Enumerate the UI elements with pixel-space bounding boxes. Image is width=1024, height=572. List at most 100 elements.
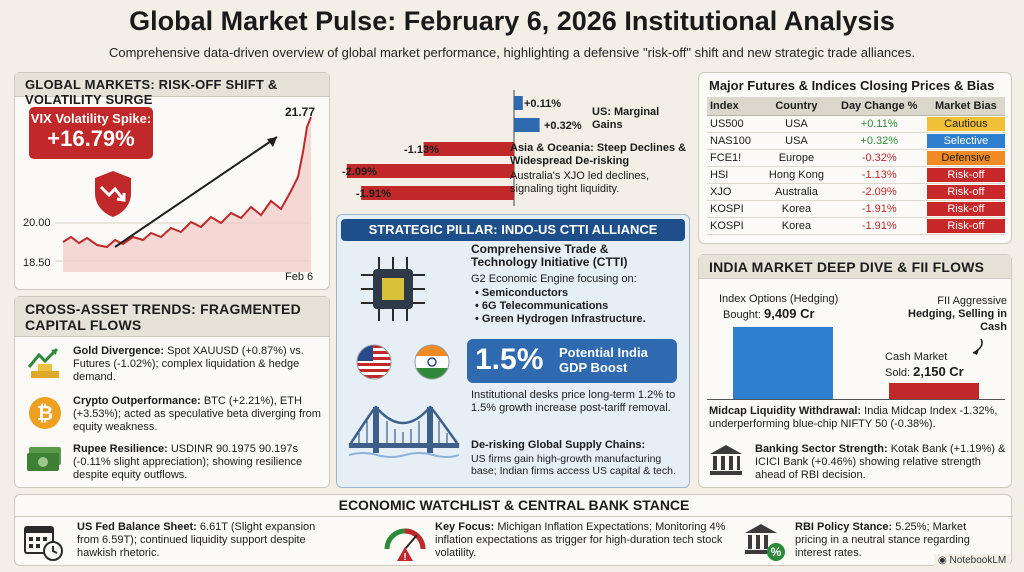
row-country: USA [761, 132, 832, 150]
vix-badge: VIX Volatility Spike: +16.79% [29, 107, 153, 159]
rbi-bank-percent-icon: % [745, 524, 785, 561]
bias-badge: Risk-off [926, 219, 1005, 233]
gdp-boost-pill: 1.5% Potential India GDP Boost [467, 339, 677, 383]
page-title: Global Market Pulse: February 6, 2026 In… [129, 6, 895, 36]
india-heading: INDIA MARKET DEEP DIVE & FII FLOWS [699, 255, 1011, 279]
gdp-label: Potential India GDP Boost [559, 345, 648, 375]
row-change: -0.32% [831, 149, 927, 167]
india-flag-icon [414, 344, 450, 380]
row-index: XJO [707, 183, 762, 201]
global-markets-heading: GLOBAL MARKETS: RISK-OFF SHIFT & VOLATIL… [15, 73, 329, 107]
options-value: 9,409 Cr [763, 306, 815, 321]
cash-bar [889, 382, 979, 399]
futures-header-row: Index Country Day Change % Market Bias [707, 97, 1005, 116]
table-row: KOSPI Korea -1.91% Risk-off [707, 217, 1005, 235]
brand-icon: ◉ [938, 555, 947, 566]
row-change: +0.32% [831, 132, 927, 150]
page-subtitle: Comprehensive data-driven overview of gl… [108, 45, 915, 60]
focus-item-2: • Green Hydrogen Infrastructure. [475, 313, 646, 325]
regional-bar-0 [514, 96, 523, 110]
bar-label-4: -1.91% [356, 188, 391, 200]
row-change: -1.91% [831, 217, 927, 235]
regional-bar-2 [423, 142, 514, 156]
cross-asset-panel: CROSS-ASSET TRENDS: FRAGMENTED CAPITAL F… [14, 296, 330, 488]
vix-line-chart [55, 116, 312, 272]
vix-value: +16.79% [47, 126, 135, 151]
midcap-item: Midcap Liquidity Withdrawal: India Midca… [709, 405, 1005, 431]
row-index: KOSPI [707, 217, 762, 235]
supply-title: De-risking Global Supply Chains: [471, 439, 646, 451]
bias-badge: Selective [926, 134, 1005, 148]
row-country: USA [761, 115, 832, 133]
bar-label-0: +0.11% [524, 98, 562, 110]
ctti-title: Comprehensive Trade & Technology Initiat… [471, 242, 628, 269]
us-flag-icon [356, 344, 392, 380]
vix-line [62, 116, 312, 249]
rupee-notes-icon [27, 447, 61, 471]
bar-label-2: -1.13% [404, 144, 439, 156]
rupee-item: Rupee Resilience: USDINR 90.1975 90.197s… [73, 443, 325, 482]
bias-badge: Cautious [926, 117, 1005, 131]
focus-item-1: • 6G Telecommunications [475, 300, 609, 312]
midcap-body: India Midcap Index -1.32%, underperformi… [709, 405, 998, 430]
row-country: Korea [761, 217, 832, 235]
bias-badge: Risk-off [926, 168, 1005, 182]
regional-bar-chart: +0.11% +0.32% -1.13% -2.09% -1.91% US: M… [334, 90, 690, 210]
fii-bold: Hedging, Selling in Cash [908, 308, 1007, 333]
row-change: -1.13% [831, 166, 927, 184]
cash-sold-label: Sold: [885, 367, 911, 379]
row-index: NAS100 [707, 132, 762, 150]
options-label: Index Options (Hedging) [719, 293, 839, 305]
regional-bars [346, 90, 540, 206]
svg-text:₿: ₿ [37, 403, 53, 425]
col-bias: Market Bias [926, 97, 1005, 116]
asia-note-title: Asia & Oceania: Steep Declines & Widespr… [510, 142, 687, 167]
row-change: +0.11% [831, 115, 927, 133]
futures-heading: Major Futures & Indices Closing Prices &… [709, 78, 995, 93]
table-row: XJO Australia -2.09% Risk-off [707, 183, 1005, 201]
shield-down-icon [95, 171, 131, 217]
crypto-title: Crypto Outperformance: [73, 395, 201, 407]
banking-item: Banking Sector Strength: Kotak Bank (+1.… [755, 443, 1007, 482]
fed-title: US Fed Balance Sheet: [77, 521, 197, 533]
cross-asset-heading: CROSS-ASSET TRENDS: FRAGMENTED CAPITAL F… [15, 297, 329, 337]
fii-pre: FII Aggressive [937, 295, 1007, 307]
global-markets-panel: GLOBAL MARKETS: RISK-OFF SHIFT & VOLATIL… [14, 72, 330, 290]
options-bar [733, 327, 833, 399]
row-change: -2.09% [831, 183, 927, 201]
focus-item: Key Focus: Michigan Inflation Expectatio… [435, 521, 731, 560]
brand-badge: ◉ NotebookLM [934, 554, 1011, 567]
bias-badge: Risk-off [926, 202, 1005, 216]
cash-value: 2,150 Cr [913, 364, 964, 379]
svg-text:!: ! [403, 552, 406, 563]
row-change: -1.91% [831, 200, 927, 218]
col-country: Country [761, 97, 832, 116]
x-label-feb6: Feb 6 [285, 271, 314, 283]
futures-panel: Major Futures & Indices Closing Prices &… [698, 72, 1012, 244]
watchlist-heading: ECONOMIC WATCHLIST & CENTRAL BANK STANCE [15, 497, 1013, 517]
fii-arrow-icon [972, 338, 983, 355]
banking-title: Banking Sector Strength: [755, 443, 888, 455]
gdp-note: Institutional desks price long-term 1.2%… [471, 389, 676, 414]
watchlist-panel: ECONOMIC WATCHLIST & CENTRAL BANK STANCE… [14, 494, 1013, 566]
india-panel: INDIA MARKET DEEP DIVE & FII FLOWS Index… [698, 254, 1012, 488]
fii-note: FII Aggressive Hedging, Selling in Cash [895, 295, 1007, 334]
vix-peak-label: 21.77 [285, 105, 316, 119]
gold-body: Spot XAUUSD (+0.87%) vs. Futures (-1.02%… [73, 345, 304, 383]
regional-bar-3 [346, 164, 514, 178]
table-row: KOSPI Korea -1.91% Risk-off [707, 200, 1005, 218]
strategic-pillar-panel: STRATEGIC PILLAR: INDO-US CTTI ALLIANCE … [336, 214, 690, 488]
rbi-item: RBI Policy Stance: 5.25%; Market pricing… [795, 521, 1001, 560]
fed-item: US Fed Balance Sheet: 6.61T (Slight expa… [77, 521, 337, 560]
regional-bar-1 [514, 118, 540, 132]
col-change: Day Change % [831, 97, 927, 116]
gauge-warning-icon: ! [384, 528, 426, 563]
row-country: Korea [761, 200, 832, 218]
y-tick-20: 20.00 [23, 217, 51, 229]
bar-label-1: +0.32% [544, 120, 582, 132]
calendar-clock-icon [24, 526, 63, 561]
gold-item: Gold Divergence: Spot XAUUSD (+0.87%) vs… [73, 345, 325, 384]
futures-table: Index Country Day Change % Market Bias U… [707, 97, 1005, 235]
rbi-title: RBI Policy Stance: [795, 521, 893, 533]
asia-note-body: Australia's XJO led declines, signaling … [510, 170, 650, 195]
